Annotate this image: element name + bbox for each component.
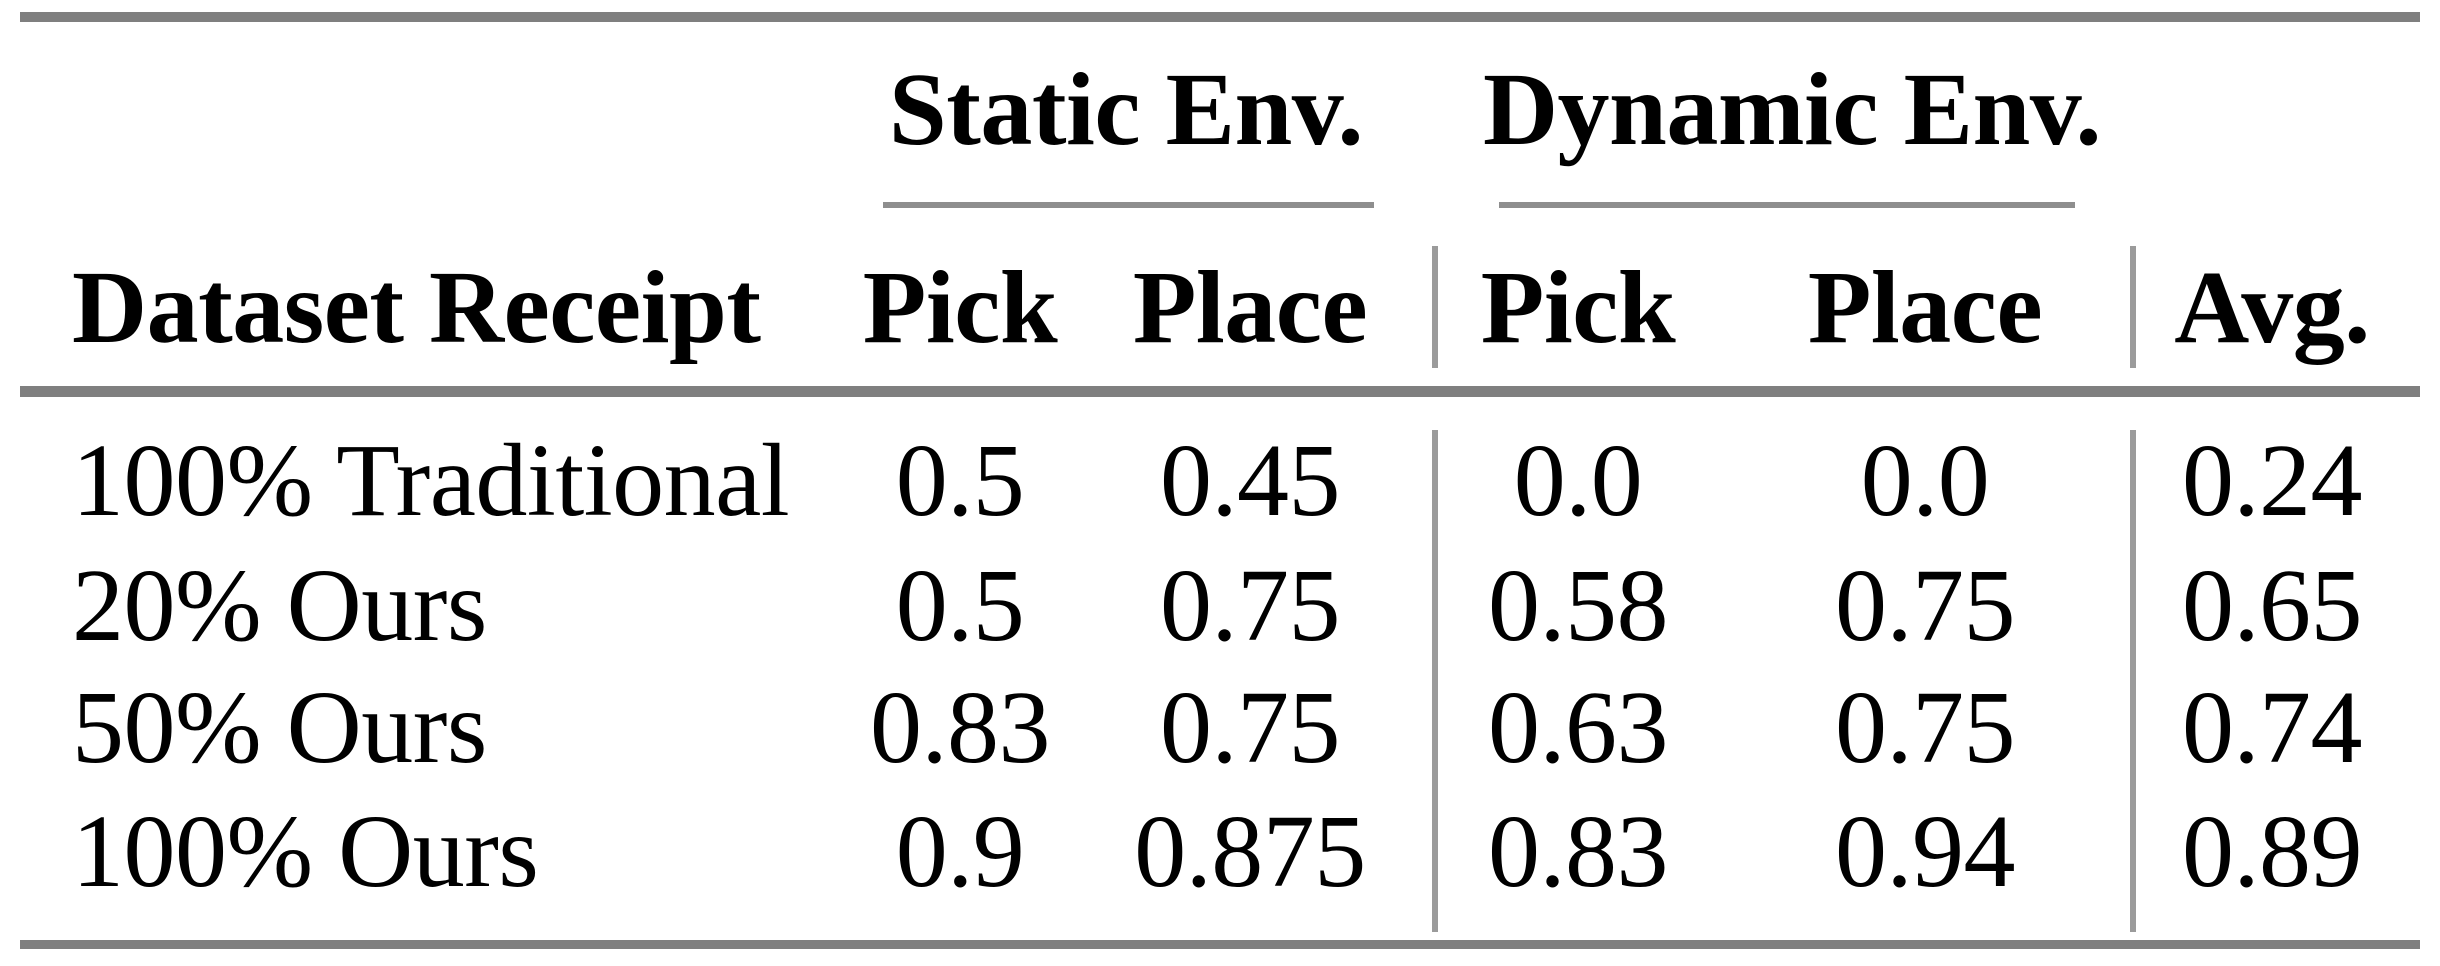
top-rule	[20, 12, 2420, 22]
cell-avg: 0.65	[2182, 548, 2363, 663]
cell-static-pick: 0.5	[895, 423, 1025, 538]
group-header-static-env: Static Env.	[888, 52, 1364, 167]
cell-dynamic-place: 0.0	[1860, 423, 1990, 538]
bottom-rule	[20, 940, 2420, 949]
row-label: 50% Ours	[72, 670, 487, 785]
cell-static-place: 0.875	[1134, 794, 1366, 909]
vertical-separator-2-body	[2130, 430, 2136, 932]
cell-dynamic-pick: 0.63	[1488, 670, 1669, 785]
cell-static-pick: 0.9	[895, 794, 1025, 909]
cell-static-place: 0.45	[1160, 423, 1341, 538]
column-header-static-place: Place	[1132, 250, 1368, 365]
column-header-dataset-receipt: Dataset Receipt	[72, 250, 761, 365]
dynamic-env-underline-rule	[1499, 202, 2075, 208]
cell-dynamic-place: 0.75	[1835, 548, 2016, 663]
static-env-underline-rule	[883, 202, 1374, 208]
header-separator-rule	[20, 386, 2420, 397]
vertical-separator-1-header	[1432, 246, 1438, 368]
cell-static-place: 0.75	[1160, 548, 1341, 663]
cell-dynamic-pick: 0.0	[1513, 423, 1643, 538]
column-header-dynamic-pick: Pick	[1480, 250, 1676, 365]
column-header-dynamic-place: Place	[1807, 250, 2043, 365]
column-header-avg: Avg.	[2174, 250, 2370, 365]
vertical-separator-2-header	[2130, 246, 2136, 368]
cell-static-pick: 0.5	[895, 548, 1025, 663]
cell-avg: 0.89	[2182, 794, 2363, 909]
group-header-dynamic-env: Dynamic Env.	[1482, 52, 2102, 167]
cell-static-pick: 0.83	[870, 670, 1051, 785]
cell-static-place: 0.75	[1160, 670, 1341, 785]
cell-dynamic-pick: 0.58	[1488, 548, 1669, 663]
vertical-separator-1-body	[1432, 430, 1438, 932]
cell-avg: 0.24	[2182, 423, 2363, 538]
column-header-static-pick: Pick	[862, 250, 1058, 365]
row-label: 100% Traditional	[72, 423, 790, 538]
cell-dynamic-place: 0.75	[1835, 670, 2016, 785]
cell-avg: 0.74	[2182, 670, 2363, 785]
cell-dynamic-place: 0.94	[1835, 794, 2016, 909]
cell-dynamic-pick: 0.83	[1488, 794, 1669, 909]
row-label: 100% Ours	[72, 794, 539, 909]
row-label: 20% Ours	[72, 548, 487, 663]
